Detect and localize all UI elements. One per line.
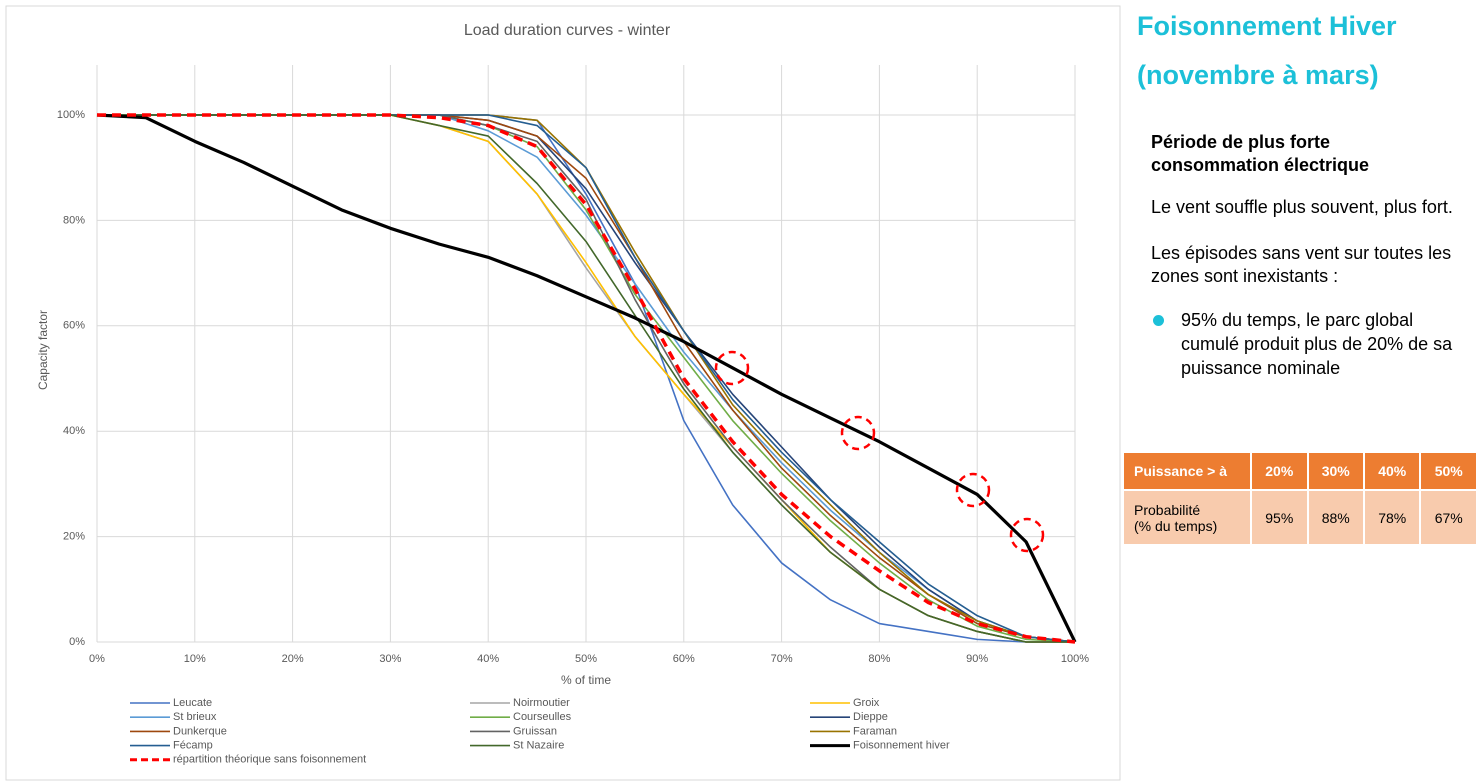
table-cell: 30% — [1306, 451, 1366, 491]
table-cell: 88% — [1306, 489, 1366, 546]
legend-label: Dunkerque — [173, 725, 227, 737]
x-tick-label: 10% — [184, 653, 206, 665]
x-tick-label: 0% — [89, 653, 105, 665]
panel-paragraph: Les épisodes sans vent sur toutes les zo… — [1151, 243, 1452, 286]
legend-label: Dieppe — [853, 711, 888, 723]
x-tick-label: 50% — [575, 653, 597, 665]
x-tick-label: 100% — [1061, 653, 1089, 665]
legend-label: Courseulles — [513, 711, 572, 723]
annotation-circle — [714, 350, 750, 386]
chart-title: Load duration curves - winter — [464, 22, 671, 39]
table-cell: 20% — [1250, 451, 1309, 491]
x-tick-label: 30% — [379, 653, 401, 665]
legend-label: Foisonnement hiver — [853, 740, 950, 752]
chart: Load duration curves - winter % of time … — [5, 5, 1121, 781]
legend-label: Leucate — [173, 697, 212, 709]
series-line — [97, 113, 1076, 644]
legend-label: St brieux — [173, 711, 217, 723]
probability-table: Puissance > à 20% 30% 40% 50% Probabilit… — [1121, 451, 1478, 546]
table-header: Puissance > à 20% 30% 40% 50% — [1121, 451, 1478, 491]
panel-bullet: 95% du temps, le parc global cumulé prod… — [1181, 310, 1453, 378]
legend: Leucate Noirmoutier Groix St brieux Courseul… — [130, 697, 950, 766]
x-tick-label: 70% — [771, 653, 793, 665]
legend-label: Faraman — [853, 725, 897, 737]
series-line — [97, 114, 1075, 643]
bullet-dot — [1153, 315, 1164, 326]
panel-title: Foisonnement Hiver — [1137, 11, 1397, 41]
table-cell: 95% — [1250, 489, 1309, 546]
panel-paragraph: Le vent souffle plus souvent, plus fort. — [1151, 197, 1453, 217]
annotation-circle — [955, 472, 991, 508]
chart-border — [5, 5, 1121, 781]
legend-label: Gruissan — [513, 725, 557, 737]
legend-label: Noirmoutier — [513, 697, 570, 709]
x-tick-label: 80% — [868, 653, 890, 665]
table-cell: 67% — [1419, 489, 1478, 546]
y-axis-label: Capacity factor — [36, 310, 50, 390]
x-axis-label: % of time — [561, 673, 611, 687]
lines — [96, 113, 1077, 644]
table-row: Probabilité (% du temps) 95% 88% 78% 67% — [1121, 489, 1478, 546]
panel-heading: Période de plus forte consommation élect… — [1151, 132, 1370, 175]
panel-title: (novembre à mars) — [1137, 60, 1379, 90]
legend-label: Groix — [853, 697, 880, 709]
table-cell: 50% — [1419, 451, 1478, 491]
y-tick-label: 20% — [63, 531, 85, 543]
legend-label: St Nazaire — [513, 740, 564, 752]
table-cell: 40% — [1362, 451, 1422, 491]
x-tick-label: 40% — [477, 653, 499, 665]
x-tick-label: 20% — [282, 653, 304, 665]
table-cell: Probabilité (% du temps) — [1121, 489, 1253, 546]
y-tick-label: 0% — [69, 636, 85, 648]
y-tick-label: 60% — [63, 320, 85, 332]
legend-label: Fécamp — [173, 740, 213, 752]
x-tick-label: 60% — [673, 653, 695, 665]
y-tick-label: 40% — [63, 425, 85, 437]
y-tick-label: 100% — [57, 109, 85, 121]
x-tick-label: 90% — [966, 653, 988, 665]
table-cell: Puissance > à — [1121, 451, 1253, 491]
annotation-circle — [840, 415, 876, 451]
y-tick-label: 80% — [63, 214, 85, 226]
series-line — [96, 113, 1077, 643]
legend-label: répartition théorique sans foisonnement — [173, 754, 366, 766]
table-cell: 78% — [1362, 489, 1422, 546]
annotation-circle — [1009, 517, 1045, 553]
annotation-circles — [714, 350, 1045, 553]
